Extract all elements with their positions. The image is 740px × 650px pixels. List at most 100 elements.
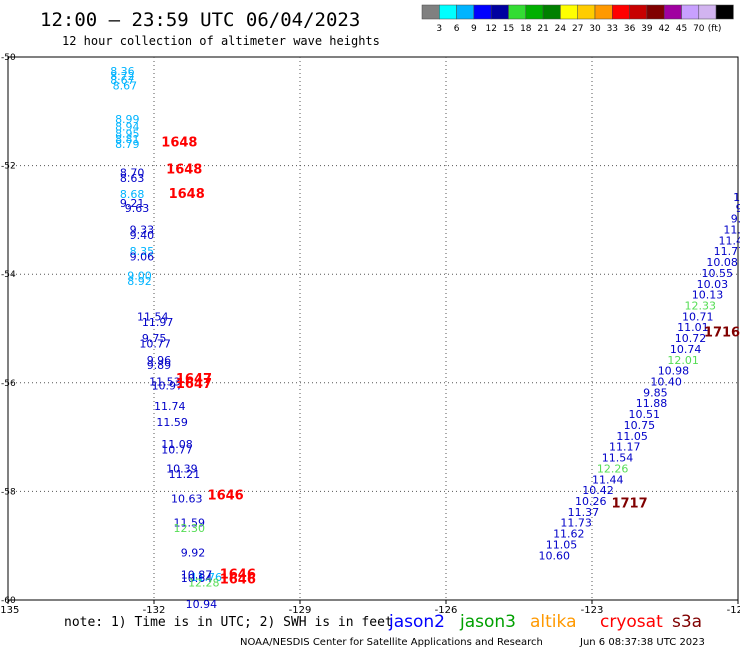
footer-timestamp: Jun 6 08:37:38 UTC 2023 — [579, 637, 705, 648]
time-label: 1716 — [704, 326, 740, 341]
wave-height-label: 11.62 — [553, 528, 585, 541]
wave-height-label: 12.01 — [667, 354, 699, 367]
legend-tick-label: 36 — [624, 24, 636, 34]
satellite-label-cryosat: cryosat — [600, 612, 663, 632]
wave-height-label: 10.97 — [152, 379, 184, 392]
wave-height-label: 12.33 — [684, 299, 716, 312]
wave-height-label: 11.21 — [169, 468, 201, 481]
wave-height-label: 11.88 — [636, 397, 668, 410]
legend-tick-label: 39 — [641, 24, 653, 34]
legend-swatch — [681, 4, 700, 20]
wave-height-points: 8.368.728.678.67 8.998.948.958.818.79 8.68… — [110, 65, 740, 611]
wave-height-label: 11.05 — [546, 538, 578, 551]
wave-height-label: 9.85 — [643, 386, 668, 399]
y-tick-label: -56 — [1, 379, 16, 389]
wave-height-label: 11.59 — [173, 517, 205, 530]
legend-tick-label: 9 — [471, 24, 477, 34]
wave-height-label: 8.92 — [127, 275, 152, 288]
wave-height-label: 10.77 — [161, 443, 193, 456]
wave-height-label: 10.87 — [181, 568, 213, 581]
wave-height-label: 10.71 — [682, 310, 714, 323]
wave-height-label: 8.68 — [120, 188, 145, 201]
legend-tick-label: 12 — [485, 24, 496, 34]
wave-height-label: 11.76 — [191, 571, 223, 584]
time-label: 1648 — [166, 163, 202, 178]
grid-lines — [7, 57, 739, 604]
wave-height-label: 11.08 — [161, 438, 193, 451]
time-label: 1646 — [208, 489, 244, 504]
wave-height-label: 9.9 — [731, 213, 740, 226]
wave-height-label: 9. — [736, 202, 740, 215]
wave-height-label: 11.54 — [137, 310, 169, 323]
legend-swatch — [577, 4, 596, 20]
legend-swatch — [594, 4, 613, 20]
wave-height-label: 12.28 — [188, 576, 220, 589]
wave-height-label: 9.89 — [147, 359, 172, 372]
x-tick-label: -132 — [143, 605, 166, 616]
wave-height-label: 8.79 — [115, 138, 140, 151]
wave-height-label: 10.08 — [706, 256, 738, 269]
wave-height-label: 10.60 — [538, 549, 570, 562]
legend-tick-label: 3 — [436, 24, 442, 34]
wave-height-label: 11.59 — [156, 416, 188, 429]
wave-height-label: 11.97 — [142, 316, 174, 329]
wave-height-label: 10.98 — [658, 365, 690, 378]
legend-swatch — [612, 4, 630, 20]
wave-height-label: 11.74 — [154, 400, 186, 413]
legend-swatch — [542, 4, 561, 20]
x-tick-label: -123 — [581, 605, 604, 616]
wave-height-label: 10.77 — [139, 338, 171, 351]
legend-swatch — [525, 4, 544, 20]
wave-height-label: 8.70 — [120, 166, 145, 179]
legend-swatch — [646, 4, 665, 20]
x-tick-label: -120 — [727, 605, 740, 616]
satellite-label-s3a: s3a — [672, 612, 702, 632]
wave-height-label: 11.77 — [714, 245, 740, 258]
time-label: 1647 — [176, 377, 212, 392]
chart-subtitle: 12 hour collection of altimeter wave hei… — [62, 34, 380, 48]
y-tick-label: -60 — [1, 596, 16, 606]
legend-swatch — [560, 4, 578, 20]
wave-height-label: 11.44 — [592, 473, 624, 486]
time-label: 1717 — [611, 497, 647, 512]
wave-height-label: 8.67 — [110, 74, 135, 87]
wave-height-label: 10.51 — [629, 408, 661, 421]
legend-swatch — [456, 4, 475, 20]
wave-height-label: 9.06 — [130, 251, 155, 264]
wave-height-label: 10.40 — [650, 376, 682, 389]
time-label: 1646 — [220, 567, 256, 582]
wave-height-label: 11.01 — [677, 321, 709, 334]
wave-height-label: 12.30 — [173, 522, 205, 535]
wave-height-label: 9.00 — [127, 270, 152, 283]
footer-note: note: 1) Time is in UTC; 2) SWH is in fe… — [64, 615, 393, 630]
legend-tick-label: 24 — [555, 24, 567, 34]
wave-height-label: 12.26 — [597, 462, 629, 475]
legend-swatch — [715, 4, 734, 20]
wave-height-label: 11.37 — [568, 506, 600, 519]
wave-height-label: 10.64 — [181, 572, 213, 585]
legend-swatch — [439, 4, 457, 20]
wave-height-label: 10.55 — [702, 267, 734, 280]
wave-height-label: 10.74 — [670, 343, 702, 356]
time-label: 1646 — [220, 573, 256, 588]
wave-height-label: 10.42 — [582, 484, 614, 497]
wave-height-label: 9.92 — [181, 547, 206, 560]
wave-height-label: 11.53 — [149, 376, 181, 389]
wave-height-label: 10.72 — [675, 332, 707, 345]
wave-height-label: 9.75 — [142, 332, 167, 345]
wave-height-label: 8.63 — [120, 172, 145, 185]
legend-swatch — [473, 4, 492, 20]
y-tick-label: -52 — [1, 162, 16, 172]
legend-swatch — [421, 4, 440, 20]
legend-swatch — [490, 4, 509, 20]
legend-tick-label: 27 — [572, 24, 583, 34]
y-tick-label: -50 — [1, 53, 16, 63]
wave-height-label: 11.9 — [723, 223, 740, 236]
wave-height-label: 10.26 — [575, 495, 607, 508]
x-tick-label: -135 — [0, 605, 19, 616]
wave-height-label: 10.63 — [171, 492, 203, 505]
legend-tick-label: 70 — [693, 24, 705, 34]
legend-tick-label: 33 — [607, 24, 618, 34]
y-tick-label: -54 — [1, 270, 16, 280]
